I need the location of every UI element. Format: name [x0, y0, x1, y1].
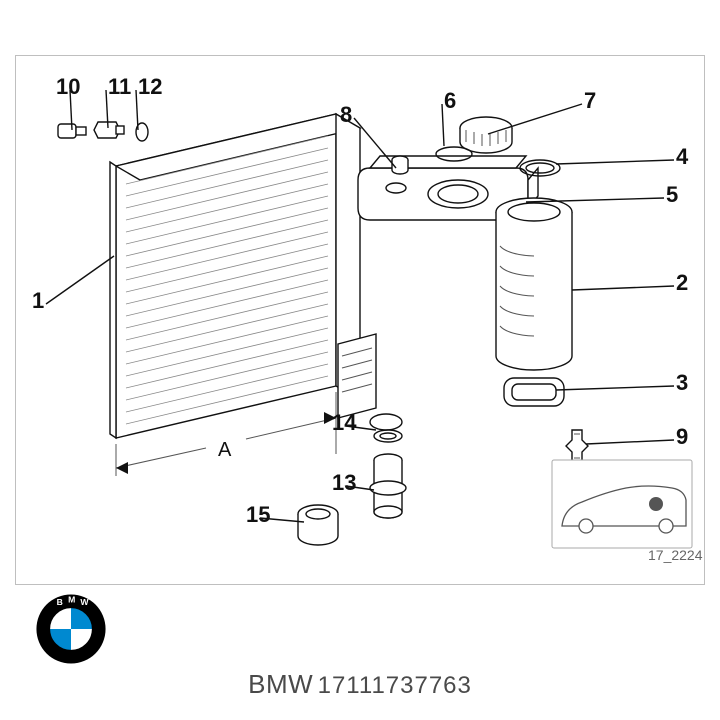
locator-diagram: 17_2224: [552, 460, 703, 563]
callout-9: 9: [676, 424, 688, 449]
expansion-tank: [496, 198, 572, 370]
callout-13: 13: [332, 470, 356, 495]
part-number: 17111737763: [318, 672, 472, 699]
callout-4: 4: [676, 144, 689, 169]
drain-plug-13: [370, 454, 406, 518]
diagram-frame: A 17_2224 123456789101112131415: [15, 55, 705, 585]
callout-1: 1: [32, 288, 44, 313]
svg-text:B: B: [57, 597, 63, 607]
radiator-assembly: [110, 114, 402, 438]
callout-11: 11: [108, 74, 131, 99]
bushing-15: [298, 505, 338, 545]
oring-14: [374, 430, 402, 442]
bmw-logo: B M W: [35, 593, 107, 665]
callout-10: 10: [56, 74, 80, 99]
callout-14: 14: [332, 410, 357, 435]
callout-12: 12: [138, 74, 162, 99]
locator-highlight: [649, 497, 663, 511]
brand-bar: BMW 17111737763: [15, 669, 705, 700]
diagram-stage: A 17_2224 123456789101112131415: [0, 0, 720, 720]
brand-name: BMW: [248, 669, 313, 699]
gasket-3: [504, 378, 564, 406]
drawing-reference: 17_2224: [648, 547, 703, 563]
plug-8: [392, 156, 408, 174]
callout-3: 3: [676, 370, 688, 395]
callout-2: 2: [676, 270, 688, 295]
o-ring-4-inner: [526, 163, 554, 173]
callout-7: 7: [584, 88, 596, 113]
callout-8: 8: [340, 102, 352, 127]
dimension-label: A: [218, 439, 232, 461]
radiator-cap: [460, 117, 512, 153]
callout-6: 6: [444, 88, 456, 113]
bleed-screw-9: [566, 430, 588, 462]
svg-text:W: W: [80, 597, 89, 607]
callout-5: 5: [666, 182, 678, 207]
svg-text:M: M: [68, 594, 75, 604]
callout-15: 15: [246, 502, 270, 527]
diagram-svg: A 17_2224 123456789101112131415: [16, 56, 704, 584]
sensor-11: [94, 122, 124, 138]
